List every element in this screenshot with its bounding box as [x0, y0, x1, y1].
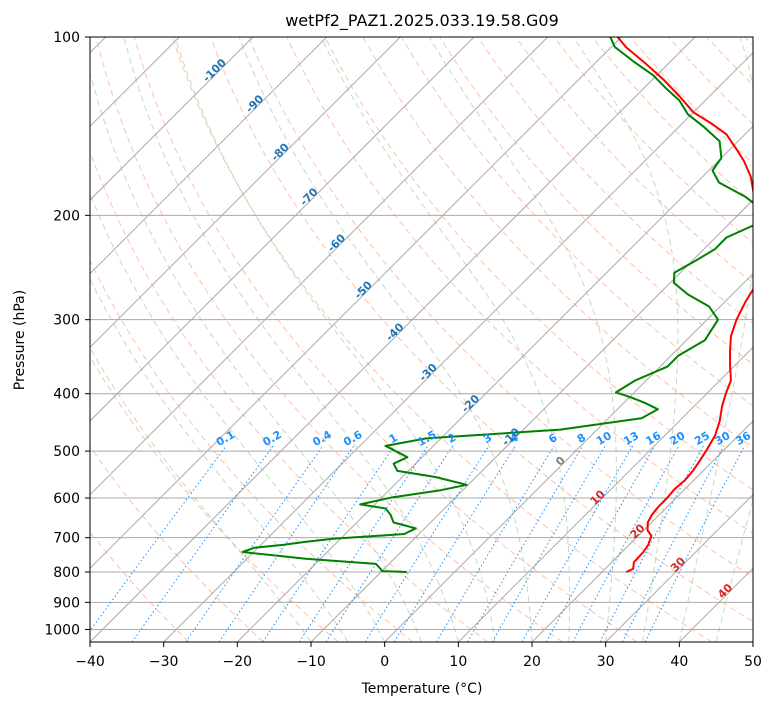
temperature-line: [616, 37, 753, 573]
x-tick-label: −30: [149, 654, 179, 670]
moist-adiabat: [320, 37, 571, 642]
isotherm-gridline: [531, 420, 753, 642]
y-tick-label: 700: [53, 531, 80, 547]
dry-adiabat: [90, 445, 264, 642]
dry-adiabat: [515, 37, 753, 284]
isotherm-gridline: [236, 125, 753, 642]
mixing-ratio-line: [621, 445, 725, 642]
mixing-ratio-line: [298, 445, 429, 642]
dry-adiabat: [324, 37, 753, 491]
isotherm-gridline: [90, 37, 328, 275]
mixing-ratio-line: [185, 445, 324, 642]
moist-adiabat: [90, 70, 422, 642]
moist-adiabat: [572, 37, 679, 642]
x-tick-label: 20: [523, 654, 541, 670]
moist-adiabat: [428, 37, 617, 642]
x-tick-label: 30: [597, 654, 615, 670]
chart-title: wetPf2_PAZ1.2025.033.19.58.G09: [285, 11, 559, 31]
x-tick-label: −40: [75, 654, 105, 670]
mixing-ratio-line: [644, 445, 746, 642]
isotherm-gridline: [90, 37, 254, 201]
mixing-ratio-line: [325, 445, 454, 642]
plot-frame: [89, 36, 754, 643]
y-axis: 100 200 300 400 500 600 700 800 900 1000: [44, 30, 90, 638]
dry-adiabat: [133, 37, 638, 642]
y-tick-label: 600: [53, 491, 80, 507]
y-tick-label: 300: [53, 313, 80, 329]
moist-adiabat: [90, 192, 386, 642]
dry-adiabat: [95, 37, 563, 642]
y-tick-label: 900: [53, 595, 80, 611]
x-tick-label: 40: [670, 654, 688, 670]
isotherm-gridline: [90, 37, 549, 496]
mixing-ratio-line: [545, 445, 656, 642]
moist-adiabat: [678, 37, 753, 642]
mixing-ratio-line: [521, 445, 633, 642]
x-axis: −40 −30 −20 −10 0 10 20 30 40 50: [75, 642, 762, 670]
dewpoint-line: [241, 37, 753, 573]
series-layer: [241, 37, 753, 573]
mixing-ratio-line: [131, 445, 274, 642]
isotherm-gridline: [605, 493, 753, 642]
y-tick-label: 1000: [44, 622, 80, 638]
mixing-ratio-line: [435, 445, 555, 642]
moist-adiabat: [174, 37, 496, 642]
mixing-ratio-line: [467, 445, 584, 642]
moist-adiabat: [90, 347, 312, 642]
moist-adiabat: [123, 37, 459, 642]
mixing-ratio-line: [364, 445, 490, 642]
dry-adiabat: [210, 37, 753, 623]
isotherm-gridline: [90, 37, 475, 422]
y-tick-label: 100: [53, 30, 80, 46]
y-tick-label: 800: [53, 565, 80, 581]
y-tick-label: 500: [53, 444, 80, 460]
dry-adiabat: [90, 259, 414, 642]
mixing-ratio-line: [262, 445, 395, 642]
x-tick-label: 50: [744, 654, 762, 670]
background-lines: [90, 37, 753, 642]
x-tick-label: −10: [296, 654, 326, 670]
x-axis-title: Temperature (°C): [361, 681, 483, 697]
mixing-ratio-line: [393, 445, 516, 642]
y-tick-label: 200: [53, 208, 80, 224]
isotherm-gridline: [90, 37, 622, 570]
dry-adiabat: [286, 37, 753, 534]
isotherm-gridline: [457, 346, 753, 642]
moist-adiabat: [715, 497, 753, 642]
dry-adiabat: [248, 37, 753, 578]
moist-adiabat: [90, 278, 349, 642]
x-tick-label: 0: [380, 654, 389, 670]
dry-adiabat: [171, 37, 712, 642]
dry-adiabat: [90, 356, 339, 642]
x-tick-label: 10: [449, 654, 467, 670]
y-axis-title: Pressure (hPa): [12, 290, 28, 390]
moist-adiabat: [238, 37, 533, 642]
isotherm-gridline: [163, 51, 753, 642]
mixing-ratio-label: 36: [733, 429, 753, 448]
mixing-ratio-line: [218, 445, 355, 642]
y-tick-label: 400: [53, 387, 80, 403]
isotherm-gridline: [384, 272, 753, 642]
isotherm-gridline: [90, 37, 401, 349]
isotherm-gridline: [90, 37, 696, 642]
x-tick-label: −20: [223, 654, 253, 670]
